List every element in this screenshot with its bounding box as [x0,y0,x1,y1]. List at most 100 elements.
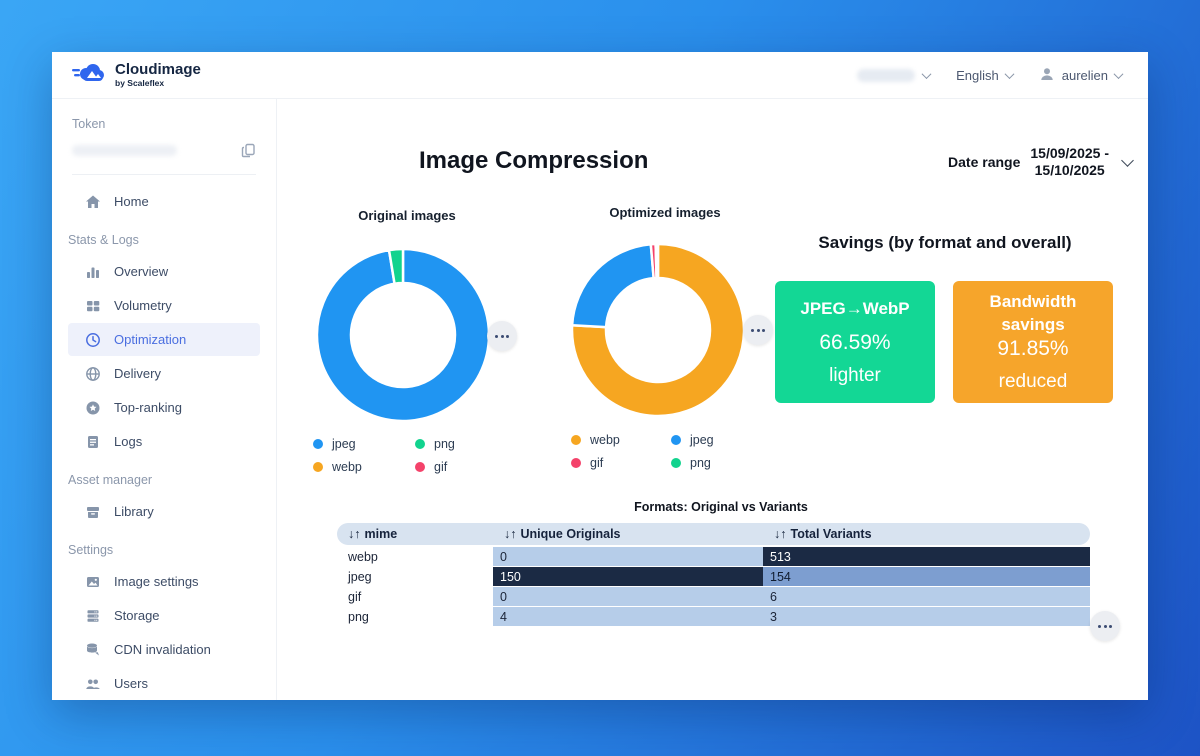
legend-item-jpeg[interactable]: jpeg [671,433,714,447]
users-icon [85,676,101,692]
column-header-total-variants[interactable]: ↓↑ Total Variants [763,527,1090,541]
legend-item-png[interactable]: png [671,456,714,470]
sidebar-item-overview[interactable]: Overview [52,255,260,288]
brand-logo[interactable]: Cloudimage by Scaleflex [72,61,201,90]
legend-item-gif[interactable]: gif [415,460,455,474]
legend-dot-webp [313,462,323,472]
date-range-picker[interactable]: Date range 15/09/2025 -15/10/2025 [948,145,1134,179]
clock-icon [85,332,101,348]
legend-item-png[interactable]: png [415,437,455,451]
legend-item-gif[interactable]: gif [571,456,671,470]
sidebar-item-top-ranking[interactable]: Top-ranking [52,391,260,424]
sidebar-item-optimization[interactable]: Optimization [68,323,260,356]
copy-icon[interactable] [241,143,256,158]
user-menu[interactable]: aurelien [1039,66,1124,85]
table-title: Formats: Original vs Variants [634,500,808,514]
legend-label: webp [332,460,362,474]
language-dropdown[interactable]: English [956,67,1015,83]
sidebar-item-logs[interactable]: Logs [52,425,260,458]
home-icon [85,194,101,210]
column-header-unique-originals[interactable]: ↓↑ Unique Originals [493,527,763,541]
legend-original: jpeg png webp gif [313,437,455,474]
cell-unique-originals: 150 [493,567,763,587]
sidebar-item-delivery[interactable]: Delivery [52,357,260,390]
sidebar-item-label: Overview [114,264,169,279]
legend-dot-jpeg [313,439,323,449]
card-caption: reduced [998,371,1068,392]
legend-item-webp[interactable]: webp [571,433,671,447]
sidebar-item-home[interactable]: Home [52,185,260,218]
language-label: English [956,67,999,83]
more-options-button[interactable] [487,321,517,351]
sidebar-item-label: Image settings [114,574,199,589]
table-row-png[interactable]: png 4 3 [337,607,1090,627]
project-selector[interactable] [857,68,932,82]
sidebar-item-label: Users [114,676,148,691]
sidebar-section-label: Asset manager [68,473,153,487]
sidebar-item-label: Storage [114,608,160,623]
divider [72,174,256,175]
legend-dot-png [671,458,681,468]
sidebar-item-users[interactable]: Users [52,667,260,700]
more-options-button[interactable] [743,315,773,345]
sort-icon: ↓↑ [504,527,517,541]
table-row-jpeg[interactable]: jpeg 150 154 [337,567,1090,587]
sidebar-item-volumetry[interactable]: Volumetry [52,289,260,322]
legend-label: jpeg [690,433,714,447]
table-row-webp[interactable]: webp 0 513 [337,547,1090,567]
card-title: JPEG→WebP [800,299,910,319]
card-value: 66.59% [819,330,891,354]
sidebar-item-label: Delivery [114,366,161,381]
cell-unique-originals: 0 [493,587,763,607]
donut-slice-jpeg[interactable] [315,247,491,423]
database-icon [85,642,101,658]
more-options-button[interactable] [1090,611,1120,641]
cell-total-variants: 3 [763,607,1090,627]
blurred-selector-value [857,68,916,82]
legend-dot-gif [415,462,425,472]
legend-item-webp[interactable]: webp [313,460,415,474]
chevron-down-icon [1121,153,1134,167]
grid-icon [85,298,101,314]
donut-slice-png[interactable] [654,242,660,280]
token-label: Token [72,117,106,131]
legend-dot-webp [571,435,581,445]
sidebar-item-cdn-invalidation[interactable]: CDN invalidation [52,633,260,666]
savings-title: Savings (by format and overall) [818,233,1072,252]
donut-slice-webp[interactable] [570,242,746,418]
cell-unique-originals: 4 [493,607,763,627]
brand-byline: by Scaleflex [115,78,165,89]
legend-label: png [690,456,711,470]
legend-label: png [434,437,455,451]
chevron-down-icon [921,68,932,79]
chevron-down-icon [1113,68,1124,79]
sidebar-item-label: Volumetry [114,298,172,313]
table-row-gif[interactable]: gif 0 6 [337,587,1090,607]
server-icon [85,608,101,624]
legend-item-jpeg[interactable]: jpeg [313,437,415,451]
legend-dot-jpeg [671,435,681,445]
chevron-down-icon [1004,68,1015,79]
top-bar: Cloudimage by Scaleflex English [52,52,1148,99]
donut-chart-original[interactable] [308,240,498,430]
sidebar-item-library[interactable]: Library [52,495,260,528]
legend-label: jpeg [332,437,356,451]
donut-slice-png[interactable] [387,247,405,285]
column-label: Total Variants [790,527,872,541]
sidebar-item-storage[interactable]: Storage [52,599,260,632]
sidebar-item-label: Home [114,194,149,209]
table-header-row: ↓↑ mime ↓↑ Unique Originals ↓↑ Total Var… [337,523,1090,545]
sidebar-item-image-settings[interactable]: Image settings [52,565,260,598]
chart-title-original: Original images [358,208,456,223]
chart-title-optimized: Optimized images [609,205,721,220]
legend-dot-png [415,439,425,449]
sidebar-item-label: Optimization [114,332,187,347]
column-header-mime[interactable]: ↓↑ mime [337,527,493,541]
document-icon [85,434,101,450]
donut-slice-jpeg[interactable] [570,243,655,329]
cell-mime: gif [337,587,493,607]
legend-label: webp [590,433,620,447]
savings-card-bandwidth: Bandwidth savings 91.85% reduced [953,281,1113,403]
column-label: Unique Originals [520,527,621,541]
donut-chart-optimized[interactable] [563,235,753,425]
